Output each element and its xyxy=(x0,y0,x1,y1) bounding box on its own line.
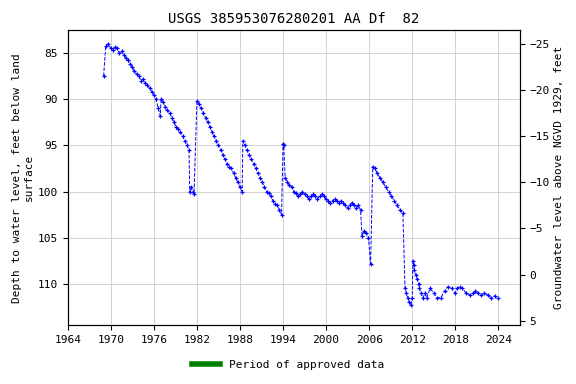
Bar xyxy=(452,325,502,331)
Bar xyxy=(107,325,351,331)
Bar xyxy=(416,325,423,331)
Bar xyxy=(401,325,408,331)
Y-axis label: Groundwater level above NGVD 1929, feet: Groundwater level above NGVD 1929, feet xyxy=(554,46,564,309)
Bar xyxy=(376,325,394,331)
Y-axis label: Depth to water level, feet below land
surface: Depth to water level, feet below land su… xyxy=(12,53,33,303)
Legend: Period of approved data: Period of approved data xyxy=(188,356,388,375)
Bar xyxy=(434,325,445,331)
Title: USGS 385953076280201 AA Df  82: USGS 385953076280201 AA Df 82 xyxy=(168,12,419,26)
